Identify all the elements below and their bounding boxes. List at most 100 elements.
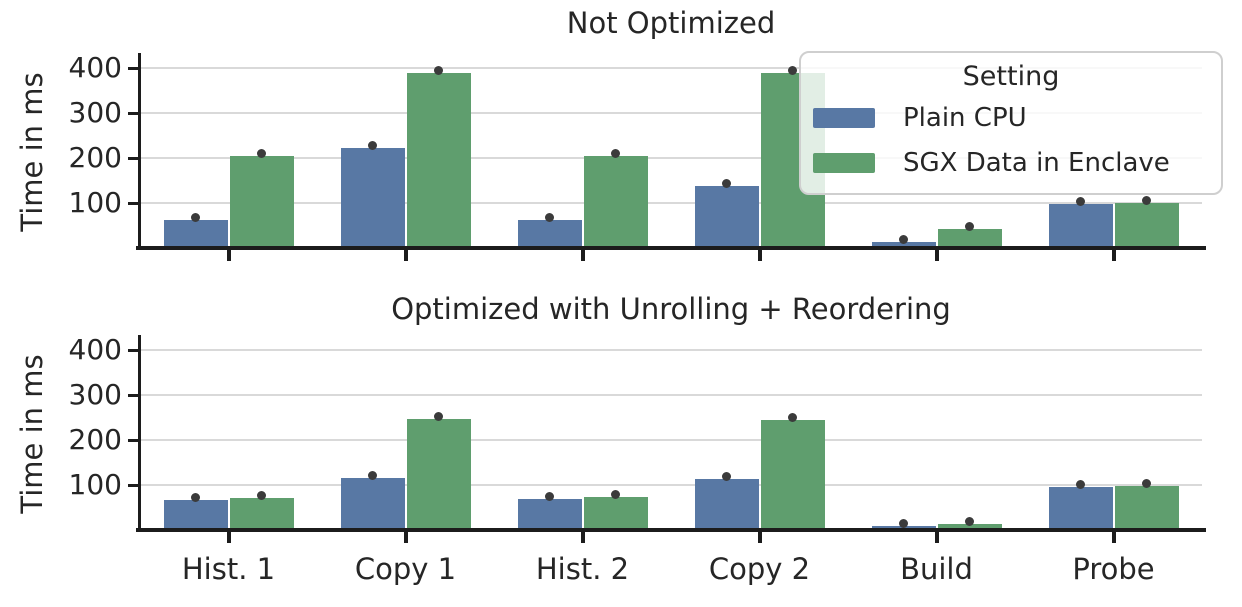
gridline-200 bbox=[140, 439, 1202, 442]
legend-label-sgx: SGX Data in Enclave bbox=[903, 148, 1170, 178]
bar-sgx-copy-1 bbox=[406, 72, 471, 248]
mean-dot bbox=[722, 472, 731, 482]
mean-dot bbox=[788, 65, 797, 75]
y-tick-mark-300 bbox=[128, 111, 138, 115]
sgx-color-swatch bbox=[813, 153, 875, 173]
mean-dot bbox=[257, 149, 266, 159]
bar-plain-cpu-copy-2 bbox=[694, 479, 759, 530]
plot-area-not-optimized: 100 200 300 400 bbox=[69, 53, 1206, 261]
y-tick-mark-400 bbox=[128, 66, 138, 70]
x-category-label-build: Build bbox=[900, 552, 973, 586]
y-tick-mark-300 bbox=[128, 393, 138, 397]
legend: Setting Plain CPU SGX Data in Enclave bbox=[799, 51, 1223, 195]
y-tick-label: 300 bbox=[68, 96, 122, 130]
mean-dot bbox=[257, 490, 266, 500]
x-category-label-copy-1: Copy 1 bbox=[354, 552, 457, 586]
legend-entry-plain-cpu: Plain CPU bbox=[813, 105, 1027, 131]
gridline-300 bbox=[140, 394, 1202, 397]
mean-dot bbox=[899, 518, 908, 528]
chart-title-not-optimized: Not Optimized bbox=[566, 6, 776, 40]
mean-dot bbox=[191, 493, 200, 503]
bar-sgx-probe bbox=[1114, 485, 1179, 530]
bar-sgx-probe bbox=[1114, 202, 1179, 248]
x-tick-mark-copy-1 bbox=[403, 532, 408, 543]
mean-dot bbox=[788, 413, 797, 423]
x-tick-mark-copy-2 bbox=[757, 532, 762, 543]
mean-dot bbox=[1142, 478, 1151, 488]
bar-plain-cpu-build bbox=[871, 525, 936, 530]
mean-dot bbox=[545, 212, 554, 222]
x-category-label-copy-2: Copy 2 bbox=[708, 552, 811, 586]
plain-cpu-color-swatch bbox=[813, 108, 875, 128]
x-category-label-probe: Probe bbox=[1072, 552, 1155, 586]
x-category-label-hist-1: Hist. 1 bbox=[181, 552, 276, 586]
bar-plain-cpu-build bbox=[871, 241, 936, 248]
plot-area-optimized: 100 200 300 400 Hist. 1 Copy 1 Hist. 2 Copy 2 Bu… bbox=[69, 335, 1206, 586]
mean-dot bbox=[368, 470, 377, 480]
bar-plain-cpu-hist-2 bbox=[517, 499, 582, 530]
mean-dot bbox=[1076, 196, 1085, 206]
bar-plain-cpu-copy-1 bbox=[340, 148, 405, 248]
bar-plain-cpu-hist-2 bbox=[517, 219, 582, 248]
mean-dot bbox=[722, 178, 731, 188]
bar-sgx-build bbox=[937, 228, 1002, 248]
y-tick-mark-100 bbox=[128, 483, 138, 487]
y-axis-spine bbox=[138, 53, 141, 250]
x-tick-mark-hist-1 bbox=[226, 532, 231, 543]
bar-plain-cpu-probe bbox=[1048, 487, 1113, 530]
gridline-200 bbox=[140, 157, 1202, 160]
gridline-400 bbox=[140, 67, 1202, 70]
y-tick-label: 400 bbox=[68, 333, 122, 367]
x-tick-mark-hist-2 bbox=[580, 250, 585, 261]
mean-dot bbox=[611, 149, 620, 159]
gridline-100 bbox=[140, 202, 1202, 205]
y-tick-mark-400 bbox=[128, 348, 138, 352]
mean-dot bbox=[545, 492, 554, 502]
mean-dot bbox=[434, 411, 443, 421]
bar-sgx-build bbox=[937, 524, 1002, 530]
x-tick-mark-probe bbox=[1111, 250, 1116, 261]
x-tick-mark-hist-1 bbox=[226, 250, 231, 261]
y-tick-label: 300 bbox=[68, 378, 122, 412]
x-axis-spine bbox=[136, 528, 1206, 532]
mean-dot bbox=[368, 141, 377, 151]
x-tick-mark-build bbox=[934, 250, 939, 261]
gridline-400 bbox=[140, 349, 1202, 352]
mean-dot bbox=[611, 490, 620, 500]
bar-sgx-hist-1 bbox=[229, 156, 294, 248]
bar-sgx-copy-2 bbox=[760, 420, 825, 530]
bar-sgx-copy-1 bbox=[406, 418, 471, 530]
x-axis-spine bbox=[136, 246, 1206, 250]
chart-title-optimized: Optimized with Unrolling + Reordering bbox=[391, 292, 951, 326]
y-tick-label: 400 bbox=[68, 51, 122, 85]
bar-sgx-hist-2 bbox=[583, 497, 648, 530]
x-tick-mark-hist-2 bbox=[580, 532, 585, 543]
x-tick-mark-build bbox=[934, 532, 939, 543]
x-category-label-hist-2: Hist. 2 bbox=[535, 552, 630, 586]
legend-label-plain-cpu: Plain CPU bbox=[903, 103, 1027, 133]
mean-dot bbox=[1076, 480, 1085, 490]
y-tick-label: 100 bbox=[68, 186, 122, 220]
bar-plain-cpu-copy-1 bbox=[340, 477, 405, 530]
mean-dot bbox=[899, 234, 908, 244]
x-tick-mark-copy-1 bbox=[403, 250, 408, 261]
bar-plain-cpu-hist-1 bbox=[163, 500, 228, 530]
mean-dot bbox=[965, 221, 974, 231]
y-axis-spine bbox=[138, 335, 141, 532]
mean-dot bbox=[191, 212, 200, 222]
y-tick-label: 100 bbox=[68, 468, 122, 502]
y-tick-mark-200 bbox=[128, 156, 138, 160]
x-tick-mark-copy-2 bbox=[757, 250, 762, 261]
gridline-300 bbox=[140, 112, 1202, 115]
mean-dot bbox=[434, 65, 443, 75]
bar-plain-cpu-probe bbox=[1048, 203, 1113, 248]
bar-plain-cpu-copy-2 bbox=[694, 185, 759, 248]
mean-dot bbox=[965, 517, 974, 527]
mean-dot bbox=[1142, 195, 1151, 205]
gridline-100 bbox=[140, 484, 1202, 487]
y-tick-mark-200 bbox=[128, 438, 138, 442]
bar-plain-cpu-hist-1 bbox=[163, 219, 228, 248]
y-tick-mark-100 bbox=[128, 201, 138, 205]
bar-sgx-hist-1 bbox=[229, 497, 294, 530]
